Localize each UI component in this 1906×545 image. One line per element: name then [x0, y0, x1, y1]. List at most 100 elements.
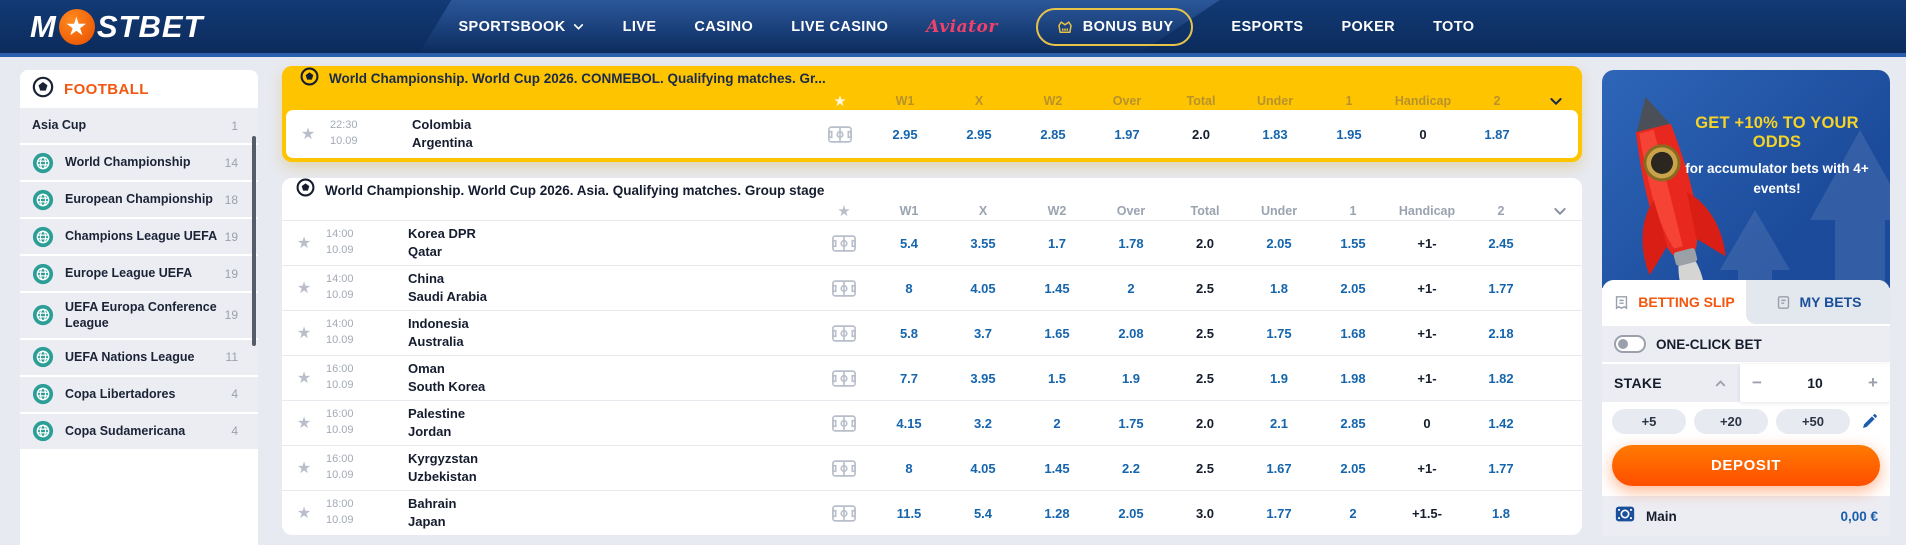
stake-decrease-button[interactable]: −	[1752, 373, 1762, 392]
pitch-stats-icon[interactable]	[816, 414, 872, 432]
sidebar-league-item[interactable]: Asia Cup 1	[20, 108, 258, 143]
odd-button[interactable]: 1.8	[1491, 505, 1511, 521]
sidebar-league-item[interactable]: World Championship 14	[20, 145, 258, 180]
match-teams[interactable]: Palestine Jordan	[390, 405, 816, 441]
nav-item-toto[interactable]: TOTO	[1433, 19, 1474, 35]
tab-betting-slip[interactable]: BETTING SLIP	[1602, 280, 1746, 324]
odd-button[interactable]: 2.1	[1269, 415, 1289, 431]
match-row[interactable]: ★ 16:00 10.09 Kyrgyzstan Uzbekistan 8 4.0…	[282, 445, 1582, 490]
pitch-stats-icon[interactable]	[816, 234, 872, 252]
pitch-stats-icon[interactable]	[816, 504, 872, 522]
odd-button[interactable]: 5.4	[899, 235, 919, 251]
sidebar-header[interactable]: FOOTBALL	[20, 70, 258, 108]
sidebar-league-item[interactable]: Copa Libertadores 4	[20, 376, 258, 412]
odd-button[interactable]: 1.65	[1044, 325, 1070, 341]
sidebar-league-item[interactable]: Champions League UEFA 19	[20, 219, 258, 254]
sidebar-league-item[interactable]: Europe League UEFA 19	[20, 256, 258, 291]
chevron-up-icon[interactable]	[1713, 376, 1728, 391]
odd-button[interactable]: 1.97	[1114, 126, 1140, 142]
odd-button[interactable]: 1.87	[1484, 126, 1510, 142]
favorite-star-icon[interactable]: ★	[296, 460, 312, 477]
nav-item-casino[interactable]: CASINO	[694, 19, 753, 35]
nav-item-esports[interactable]: ESPORTS	[1231, 19, 1303, 35]
odd-button[interactable]: 1.77	[1488, 280, 1514, 296]
odd-button[interactable]: 3.7	[973, 325, 993, 341]
promo-banner[interactable]: GET +10% TO YOUR ODDS for accumulator be…	[1602, 70, 1890, 288]
odd-button[interactable]: 7.7	[899, 370, 919, 386]
match-row[interactable]: ★ 14:00 10.09 Korea DPR Qatar 5.4 3.55 1.7…	[282, 220, 1582, 265]
odd-button[interactable]: 2.08	[1118, 325, 1144, 341]
match-row[interactable]: ★ 16:00 10.09 Palestine Jordan 4.15 3.2 2 1…	[282, 400, 1582, 445]
stake-increase-button[interactable]: +	[1868, 373, 1878, 392]
sidebar-league-item[interactable]: UEFA Europa Conference League 19	[20, 293, 258, 338]
odd-button[interactable]: 5.8	[899, 325, 919, 341]
odd-button[interactable]: 5.4	[973, 505, 993, 521]
odd-button[interactable]: 1.98	[1340, 370, 1366, 386]
match-teams[interactable]: China Saudi Arabia	[390, 270, 816, 306]
deposit-button[interactable]: DEPOSIT	[1612, 445, 1880, 486]
mostbet-logo[interactable]: M ★ STBET	[30, 8, 203, 45]
nav-item-bonus-buy[interactable]: BONUS BUY	[1035, 7, 1194, 46]
match-teams[interactable]: Oman South Korea	[390, 360, 816, 396]
favorite-star-icon[interactable]: ★	[833, 92, 847, 110]
tab-my-bets[interactable]: MY BETS	[1746, 280, 1890, 324]
sidebar-scrollbar[interactable]	[252, 136, 256, 346]
one-click-toggle[interactable]	[1614, 335, 1646, 353]
pitch-stats-icon[interactable]	[816, 279, 872, 297]
favorite-star-icon[interactable]: ★	[300, 126, 316, 143]
odd-button[interactable]: 2.05	[1118, 505, 1144, 521]
odd-button[interactable]: 1.5	[1047, 370, 1067, 386]
collapse-chevron-icon[interactable]	[1534, 93, 1578, 109]
match-row[interactable]: ★ 22:30 10.09 Colombia Argentina 2.95 2.9…	[286, 110, 1578, 158]
odd-button[interactable]: 1.45	[1044, 460, 1070, 476]
quick-add-50-button[interactable]: +50	[1776, 409, 1850, 434]
odd-button[interactable]: 4.05	[970, 460, 996, 476]
favorite-star-icon[interactable]: ★	[296, 235, 312, 252]
odd-button[interactable]: 2.18	[1488, 325, 1514, 341]
odd-button[interactable]: 1.45	[1044, 280, 1070, 296]
odd-button[interactable]: 1.95	[1336, 126, 1362, 142]
odd-button[interactable]: 11.5	[896, 505, 922, 521]
odd-button[interactable]: 1.78	[1118, 235, 1144, 251]
odd-button[interactable]: 2.05	[1266, 235, 1292, 251]
odd-button[interactable]: 1.77	[1266, 505, 1292, 521]
odd-button[interactable]: 3.55	[970, 235, 996, 251]
nav-item-live-casino[interactable]: LIVE CASINO	[791, 19, 888, 35]
odd-button[interactable]: 2	[1053, 415, 1061, 431]
odd-button[interactable]: 2.95	[966, 126, 992, 142]
match-row[interactable]: ★ 16:00 10.09 Oman South Korea 7.7 3.95 1.…	[282, 355, 1582, 400]
league-title[interactable]: World Championship. World Cup 2026. Asia…	[325, 182, 825, 198]
odd-button[interactable]: 4.05	[970, 280, 996, 296]
match-teams[interactable]: Indonesia Australia	[390, 315, 816, 351]
odd-button[interactable]: 8	[905, 460, 913, 476]
odd-button[interactable]: 1.28	[1044, 505, 1070, 521]
odd-button[interactable]: 1.75	[1266, 325, 1292, 341]
nav-item-poker[interactable]: POKER	[1341, 19, 1395, 35]
odd-button[interactable]: 1.9	[1121, 370, 1141, 386]
odd-button[interactable]: 2	[1349, 505, 1357, 521]
odd-button[interactable]: 1.7	[1047, 235, 1067, 251]
odd-button[interactable]: 1.55	[1340, 235, 1366, 251]
favorite-star-icon[interactable]: ★	[296, 505, 312, 522]
nav-item-sportsbook[interactable]: SPORTSBOOK	[458, 19, 584, 35]
odd-button[interactable]: 2.2	[1121, 460, 1141, 476]
match-row[interactable]: ★ 18:00 10.09 Bahrain Japan 11.5 5.4 1.28 2…	[282, 490, 1582, 535]
pitch-stats-icon[interactable]	[816, 369, 872, 387]
sidebar-league-item[interactable]: European Championship 18	[20, 182, 258, 217]
odd-button[interactable]: 2.45	[1488, 235, 1514, 251]
odd-button[interactable]: 1.83	[1262, 126, 1288, 142]
favorite-star-icon[interactable]: ★	[296, 325, 312, 342]
odd-button[interactable]: 8	[905, 280, 913, 296]
odd-button[interactable]: 1.42	[1488, 415, 1514, 431]
match-row[interactable]: ★ 14:00 10.09 China Saudi Arabia 8 4.05 1.…	[282, 265, 1582, 310]
odd-button[interactable]: 1.68	[1340, 325, 1366, 341]
match-teams[interactable]: Bahrain Japan	[390, 495, 816, 531]
odd-button[interactable]: 3.95	[970, 370, 996, 386]
odd-button[interactable]: 1.8	[1269, 280, 1289, 296]
match-row[interactable]: ★ 14:00 10.09 Indonesia Australia 5.8 3.7…	[282, 310, 1582, 355]
odd-button[interactable]: 1.9	[1269, 370, 1289, 386]
match-teams[interactable]: Korea DPR Qatar	[390, 225, 816, 261]
odd-button[interactable]: 2.05	[1340, 280, 1366, 296]
match-teams[interactable]: Colombia Argentina	[394, 116, 812, 152]
pitch-stats-icon[interactable]	[812, 125, 868, 143]
